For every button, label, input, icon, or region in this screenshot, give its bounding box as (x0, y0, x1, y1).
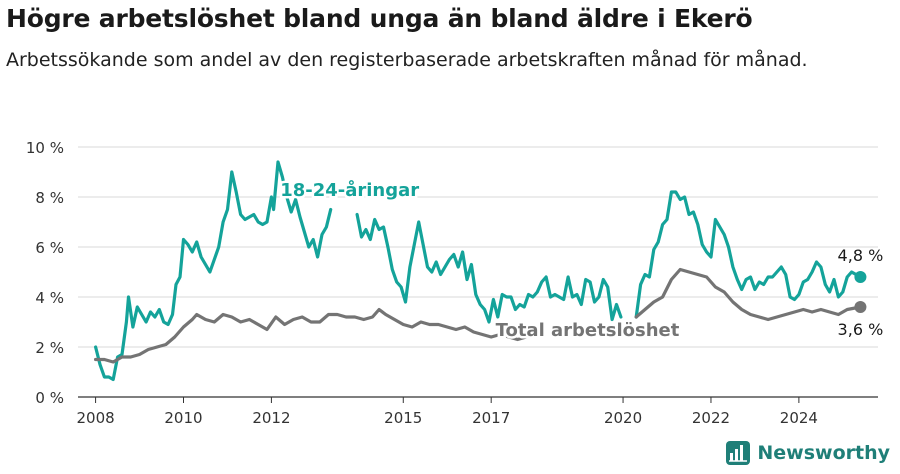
endpoint-18-24 (854, 271, 867, 283)
x-tick-label: 2024 (780, 409, 818, 427)
y-tick-label: 2 % (35, 339, 64, 357)
end-value-label-18-24: 4,8 % (838, 246, 884, 265)
x-tick-label: 2022 (692, 409, 730, 427)
series-lines (94, 160, 867, 382)
y-tick-label: 10 % (26, 139, 64, 157)
series-line-18-24 (94, 160, 333, 382)
brand-footer[interactable]: Newsworthy (725, 440, 890, 466)
series-label-total: Total arbetslöshet (496, 320, 680, 341)
end-value-label-total: 3,6 % (838, 320, 884, 339)
x-tick-label: 2012 (252, 409, 290, 427)
y-tick-label: 8 % (35, 189, 64, 207)
y-tick-label: 0 % (35, 389, 64, 407)
chart-subtitle: Arbetssökande som andel av den registerb… (6, 49, 808, 71)
x-tick-label: 2020 (604, 409, 642, 427)
x-tick-label: 2008 (76, 409, 114, 427)
series-label-18-24: 18-24-åringar (280, 179, 419, 201)
newsworthy-logo-icon (726, 441, 751, 465)
series-line-total (634, 267, 862, 322)
y-axis-tick-labels: 0 % 2 % 4 % 6 % 8 % 10 % (26, 139, 64, 407)
x-tick-label: 2015 (384, 409, 422, 427)
brand-name: Newsworthy (757, 442, 890, 464)
y-tick-label: 4 % (35, 289, 64, 307)
series-line-total (94, 307, 528, 364)
endpoint-total (854, 301, 867, 313)
series-line-18-24 (634, 190, 862, 319)
series-labels: 4,8 % 3,6 % 18-24-åringar Total arbetslöshe… (278, 176, 884, 343)
x-tick-label: 2010 (164, 409, 202, 427)
x-axis: 2008 2010 2012 2015 2017 2020 2022 2024 (76, 397, 818, 427)
gridlines (78, 146, 878, 398)
chart-title: Högre arbetslöshet bland unga än bland ä… (6, 4, 753, 33)
x-tick-label: 2017 (472, 409, 510, 427)
series-line-18-24 (355, 212, 623, 324)
y-tick-label: 6 % (35, 239, 64, 257)
